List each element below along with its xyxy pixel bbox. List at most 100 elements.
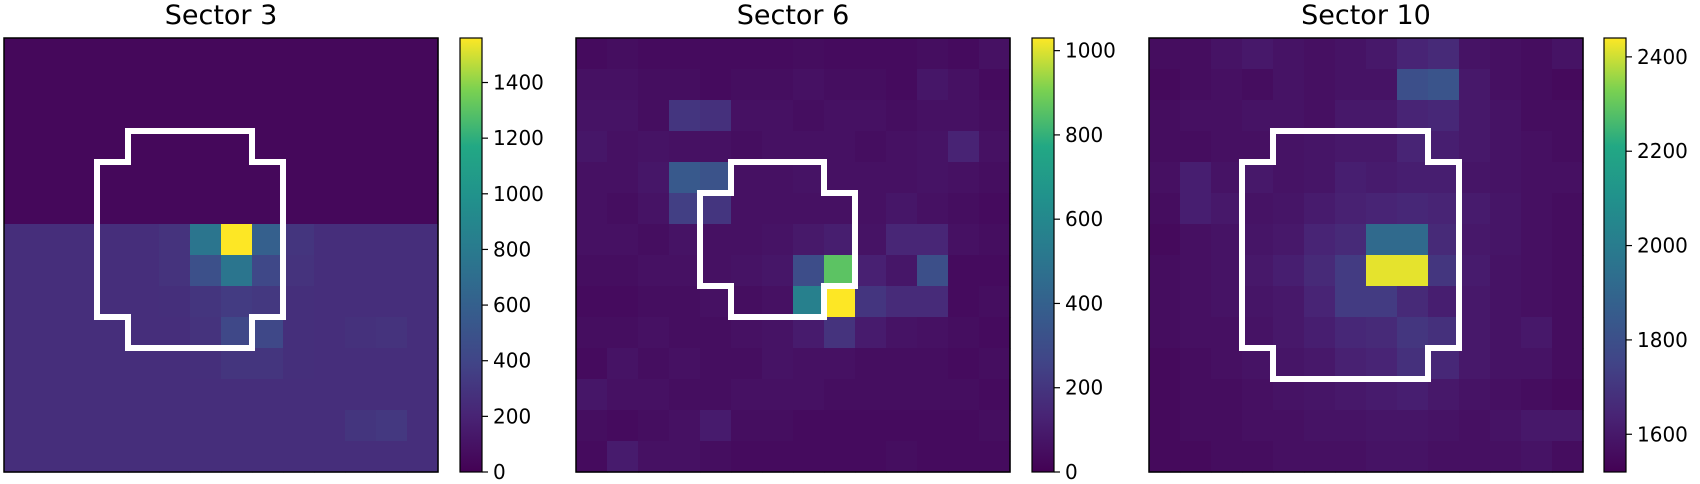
heatmap-cell bbox=[979, 193, 1011, 225]
heatmap-cell bbox=[700, 38, 732, 70]
heatmap-cell bbox=[190, 379, 222, 411]
heatmap-cell bbox=[1366, 38, 1398, 70]
heatmap-cell bbox=[1335, 162, 1367, 194]
heatmap-cell bbox=[35, 410, 67, 442]
heatmap-cell bbox=[376, 348, 408, 380]
heatmap-cell bbox=[66, 100, 98, 132]
heatmap-cell bbox=[607, 255, 639, 287]
heatmap-cell bbox=[252, 131, 284, 163]
heatmap-cell bbox=[1428, 379, 1460, 411]
heatmap-cell bbox=[1521, 69, 1553, 101]
heatmap-cell bbox=[1149, 379, 1181, 411]
heatmap-cell bbox=[1490, 317, 1522, 349]
heatmap-cell bbox=[1552, 224, 1584, 256]
heatmap-cell bbox=[700, 286, 732, 318]
heatmap-cell bbox=[607, 286, 639, 318]
heatmap-cell bbox=[731, 379, 763, 411]
heatmap-cell bbox=[1273, 255, 1305, 287]
heatmap-cell bbox=[283, 38, 315, 70]
heatmap-cell bbox=[314, 100, 346, 132]
heatmap-cell bbox=[345, 286, 377, 318]
heatmap-cell bbox=[1397, 317, 1429, 349]
heatmap-cell bbox=[1459, 131, 1491, 163]
heatmap-cell bbox=[669, 379, 701, 411]
heatmap-cell bbox=[948, 379, 980, 411]
heatmap-cell bbox=[1397, 348, 1429, 380]
heatmap-cell bbox=[731, 348, 763, 380]
heatmap-cell bbox=[917, 410, 949, 442]
heatmap-cell bbox=[1521, 348, 1553, 380]
heatmap-cell bbox=[376, 255, 408, 287]
heatmap-cell bbox=[159, 317, 191, 349]
heatmap-cell bbox=[66, 286, 98, 318]
heatmap-cell bbox=[1366, 410, 1398, 442]
heatmap-cell bbox=[1397, 131, 1429, 163]
heatmap-cell bbox=[731, 441, 763, 473]
heatmap-cell bbox=[917, 441, 949, 473]
heatmap-cell bbox=[283, 379, 315, 411]
heatmap-cell bbox=[1366, 100, 1398, 132]
heatmap-cell bbox=[221, 441, 253, 473]
heatmap-cell bbox=[35, 348, 67, 380]
heatmap-cell bbox=[793, 162, 825, 194]
heatmap-cell bbox=[669, 131, 701, 163]
heatmap-cell bbox=[35, 193, 67, 225]
heatmap-cell bbox=[576, 131, 608, 163]
heatmap-cell bbox=[252, 348, 284, 380]
heatmap-cell bbox=[1242, 224, 1274, 256]
heatmap-cell bbox=[979, 255, 1011, 287]
heatmap-cell bbox=[376, 100, 408, 132]
heatmap-cell bbox=[35, 441, 67, 473]
heatmap-cell bbox=[4, 131, 36, 163]
heatmap-cell bbox=[4, 69, 36, 101]
heatmap-cell bbox=[1180, 38, 1212, 70]
colorbar-tick-label: 1600 bbox=[1637, 422, 1688, 446]
heatmap-cell bbox=[221, 193, 253, 225]
heatmap-cell bbox=[1149, 441, 1181, 473]
heatmap-cell bbox=[1211, 379, 1243, 411]
heatmap-cell bbox=[128, 348, 160, 380]
heatmap-cell bbox=[159, 224, 191, 256]
heatmap-cell bbox=[576, 410, 608, 442]
heatmap-cell bbox=[1490, 255, 1522, 287]
heatmap-cell bbox=[1397, 379, 1429, 411]
heatmap-cell bbox=[1490, 131, 1522, 163]
heatmap-cell bbox=[128, 193, 160, 225]
heatmap-cell bbox=[407, 69, 439, 101]
heatmap-cell bbox=[1552, 193, 1584, 225]
heatmap-cell bbox=[97, 255, 129, 287]
heatmap-cell bbox=[221, 224, 253, 256]
heatmap-cell bbox=[700, 131, 732, 163]
heatmap-cell bbox=[607, 193, 639, 225]
heatmap-cell bbox=[793, 317, 825, 349]
heatmap-cell bbox=[607, 441, 639, 473]
colorbar-tick-label: 1200 bbox=[493, 126, 544, 150]
panel-1: Sector 3 0 200 400 600 800 1000 1200 1400 bbox=[3, 0, 544, 484]
heatmap-cell bbox=[252, 38, 284, 70]
heatmap-cell bbox=[886, 348, 918, 380]
heatmap-cell bbox=[1490, 69, 1522, 101]
heatmap-cell bbox=[1149, 255, 1181, 287]
heatmap-cell bbox=[1521, 379, 1553, 411]
aperture-outline bbox=[697, 159, 858, 320]
heatmap-cell bbox=[1149, 100, 1181, 132]
heatmap-cell bbox=[607, 69, 639, 101]
heatmap-cell bbox=[948, 348, 980, 380]
heatmap-cell bbox=[407, 286, 439, 318]
heatmap-cell bbox=[283, 193, 315, 225]
heatmap-cell bbox=[886, 162, 918, 194]
heatmap-cell bbox=[1211, 162, 1243, 194]
heatmap-cell bbox=[97, 317, 129, 349]
heatmap-cell bbox=[1149, 38, 1181, 70]
heatmap-cell bbox=[824, 100, 856, 132]
heatmap-cell bbox=[1180, 317, 1212, 349]
heatmap-cell bbox=[700, 162, 732, 194]
heatmap-cell bbox=[66, 193, 98, 225]
heatmap-cell bbox=[1490, 348, 1522, 380]
heatmap-cell bbox=[1552, 162, 1584, 194]
heatmap-cell bbox=[1242, 286, 1274, 318]
heatmap-cell bbox=[376, 410, 408, 442]
heatmap-cell bbox=[97, 69, 129, 101]
heatmap-cell bbox=[1521, 162, 1553, 194]
heatmap-cell bbox=[1397, 255, 1429, 287]
